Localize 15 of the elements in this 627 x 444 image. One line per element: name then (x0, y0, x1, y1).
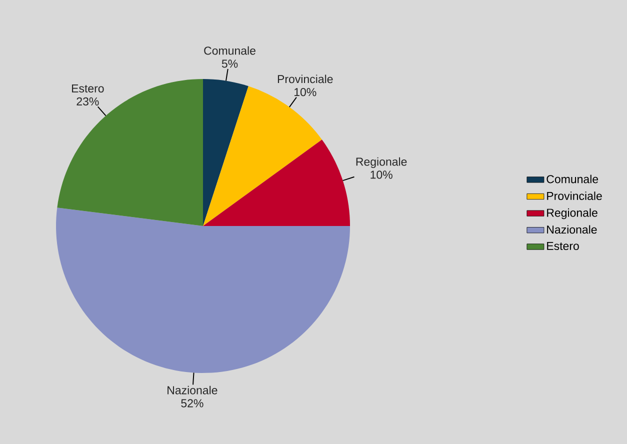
data-label: 10% (294, 88, 316, 96)
data-label: 5% (222, 60, 238, 68)
data-label: 52% (181, 399, 204, 408)
slice-label: Nazionale (168, 386, 218, 394)
slice-label: Estero (72, 84, 104, 93)
legend-label: Nazionale (547, 225, 597, 234)
legend-label: Comunale (546, 174, 598, 184)
slice-label: Provinciale (278, 74, 333, 84)
legend-label: Provinciale (547, 192, 602, 200)
legend-label: Regionale (547, 208, 598, 220)
legend-label: Estero (547, 242, 579, 250)
slice-label: Comunale (204, 46, 256, 55)
data-label: 10% (370, 170, 392, 179)
slice-label: Regionale (356, 157, 407, 168)
data-label: 23% (76, 97, 99, 106)
